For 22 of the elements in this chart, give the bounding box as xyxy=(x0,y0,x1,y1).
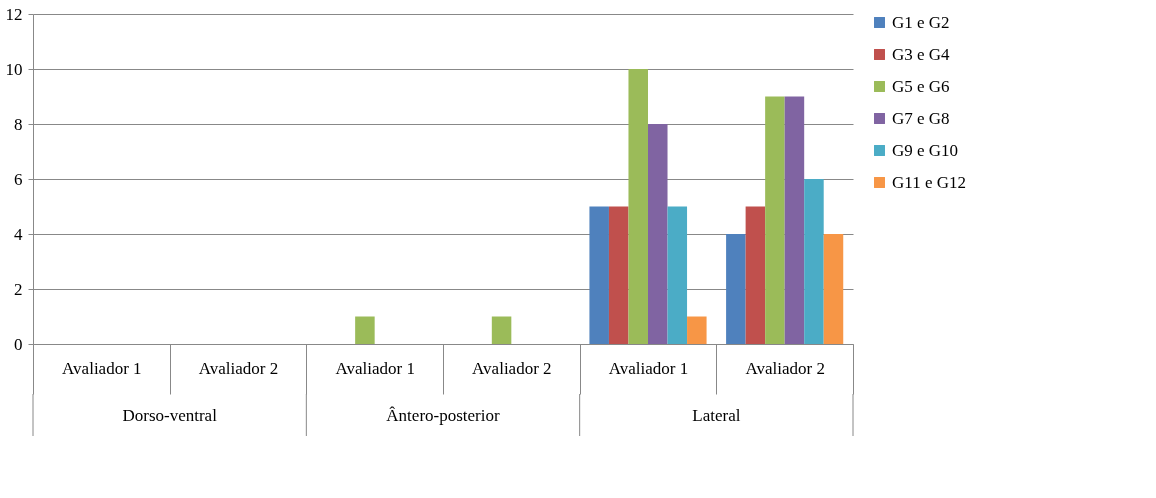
y-tick-label: 6 xyxy=(14,169,23,189)
y-tick-label: 4 xyxy=(14,224,23,244)
text: Ântero-posterior xyxy=(386,406,500,425)
legend-label: G5 e G6 xyxy=(892,76,950,96)
text: Lateral xyxy=(692,406,741,425)
y-tick-label: 2 xyxy=(14,279,23,299)
legend-label: G1 e G2 xyxy=(892,12,950,32)
legend-label: G3 e G4 xyxy=(892,44,951,64)
legend-label: G11 e G12 xyxy=(892,172,966,192)
x-tick-label: Avaliador 2 xyxy=(198,358,279,378)
legend-label: G7 e G8 xyxy=(892,108,950,128)
y-tick-label: 10 xyxy=(5,59,23,79)
y-tick-label: 8 xyxy=(14,114,23,134)
x-tick-label: Avaliador 1 xyxy=(62,358,142,378)
legend-label: G9 e G10 xyxy=(892,140,959,160)
x-tick-label: Avaliador 1 xyxy=(608,358,689,378)
x-tick-label: Avaliador 2 xyxy=(745,358,825,378)
x-tick-label: Avaliador 2 xyxy=(472,358,552,378)
y-tick-label: 12 xyxy=(5,4,23,24)
text: Dorso-ventral xyxy=(122,406,218,425)
y-tick-label: 0 xyxy=(14,334,23,354)
x-tick-label: Avaliador 1 xyxy=(335,358,415,378)
